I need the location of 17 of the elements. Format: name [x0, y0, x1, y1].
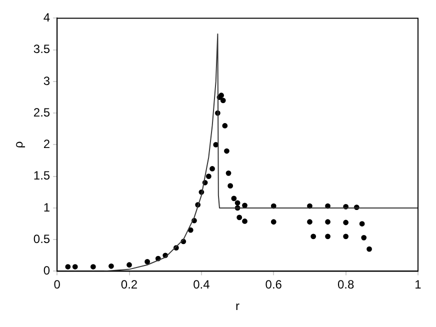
y-tick-label: 2.5: [33, 105, 50, 120]
x-tick-label: 1: [414, 278, 422, 292]
x-axis-title: r: [236, 299, 240, 314]
y-tick-label: 2: [43, 137, 50, 152]
y-tick-label: 1: [43, 200, 50, 214]
x-tick-label: 0.8: [337, 278, 354, 292]
y-tick-label: 1.5: [33, 168, 50, 183]
y-tick-label: 3.5: [33, 42, 50, 56]
x-tick-label: 0: [54, 278, 61, 292]
x-tick-label: 0.6: [265, 278, 282, 292]
x-tick-label: 0.4: [193, 278, 210, 292]
y-tick-label: 3: [43, 74, 50, 88]
y-tick-label: 0: [43, 264, 50, 278]
x-tick-label: 0.2: [120, 278, 138, 292]
y-axis-title: ρ: [12, 141, 26, 148]
y-tick-label: 4: [43, 10, 50, 25]
y-tick-label: 0.5: [33, 232, 50, 246]
